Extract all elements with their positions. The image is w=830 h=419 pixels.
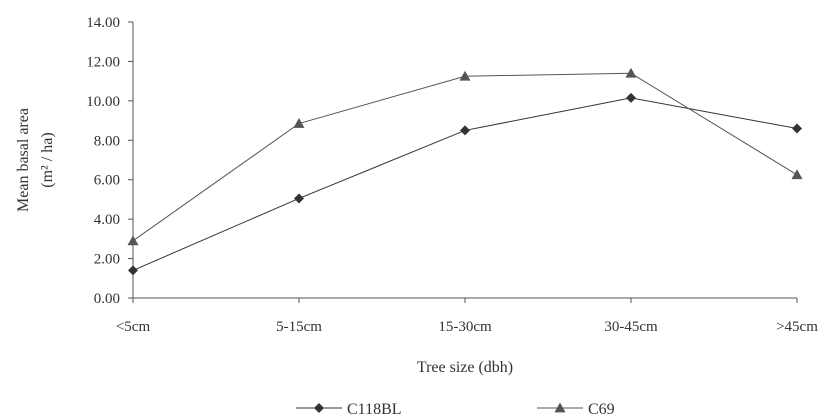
y-ticks: 0.00 2.00 4.00 6.00 8.00 10.00 12.00 14.00 (86, 15, 133, 307)
legend-label: C69 (588, 401, 615, 418)
data-point-c118bl (294, 193, 304, 204)
y-tick-label: 12.00 (86, 54, 120, 70)
data-point-c69 (293, 118, 305, 128)
data-point-c118bl (128, 265, 138, 276)
y-tick-label: 2.00 (94, 252, 120, 268)
data-point-c118bl (792, 123, 802, 134)
legend-label: C118BL (347, 401, 402, 418)
x-tick-label: 5-15cm (276, 319, 322, 335)
data-point-c69 (625, 67, 637, 78)
x-ticks: <5cm 5-15cm 15-30cm 30-45cm >45cm (116, 298, 818, 335)
x-tick-label: 15-30cm (438, 319, 492, 335)
y-tick-label: 6.00 (94, 173, 120, 189)
y-tick-label: 14.00 (86, 15, 120, 31)
legend-item-c69: C69 (537, 401, 615, 418)
data-point-c69 (127, 235, 139, 246)
series-line-c118bl (132, 97, 798, 271)
y-axis-unit-label: (m² / ha) (39, 132, 56, 187)
x-tick-label: <5cm (116, 319, 151, 335)
series-line-c69 (132, 72, 798, 242)
y-tick-label: 10.00 (86, 94, 120, 110)
x-tick-label: >45cm (776, 319, 818, 335)
x-tick-label: 30-45cm (604, 319, 658, 335)
series-markers (127, 67, 803, 276)
data-point-c69 (791, 169, 803, 180)
y-axis-label: Mean basal area (15, 108, 32, 212)
data-point-c118bl (460, 125, 470, 136)
axes (132, 22, 797, 299)
x-axis-label: Tree size (dbh) (417, 359, 513, 376)
data-point-c118bl (626, 92, 636, 103)
series-lines (132, 72, 798, 271)
legend: C118BL C69 (296, 401, 615, 418)
y-tick-label: 4.00 (94, 212, 120, 228)
y-tick-label: 0.00 (94, 291, 120, 307)
legend-item-c118bl: C118BL (296, 401, 402, 418)
legend-marker (314, 403, 324, 413)
data-point-c69 (459, 70, 471, 81)
y-tick-label: 8.00 (94, 133, 120, 149)
legend-marker (554, 402, 566, 413)
